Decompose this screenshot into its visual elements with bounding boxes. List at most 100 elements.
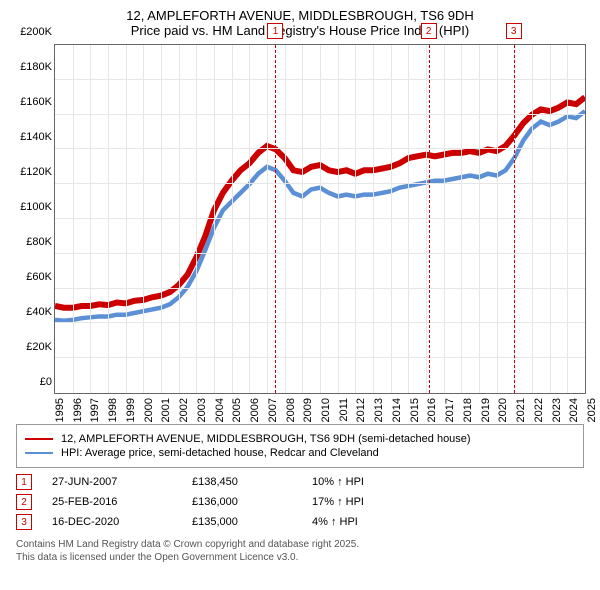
gridline-v: [567, 45, 568, 393]
gridline-v: [373, 45, 374, 393]
event-change: 17% ↑ HPI: [312, 496, 412, 508]
legend-swatch-property: [25, 438, 53, 440]
legend-label-hpi: HPI: Average price, semi-detached house,…: [61, 447, 379, 459]
y-tick-label: £0: [40, 376, 52, 388]
gridline-v: [232, 45, 233, 393]
x-tick-label: 2002: [178, 398, 190, 422]
title-block: 12, AMPLEFORTH AVENUE, MIDDLESBROUGH, TS…: [10, 8, 590, 38]
gridline-v: [444, 45, 445, 393]
x-tick-label: 2003: [196, 398, 208, 422]
legend-box: 12, AMPLEFORTH AVENUE, MIDDLESBROUGH, TS…: [16, 424, 584, 468]
gridline-v: [196, 45, 197, 393]
x-tick-label: 2001: [160, 398, 172, 422]
gridline-v: [355, 45, 356, 393]
event-price: £138,450: [192, 476, 312, 488]
x-tick-label: 2016: [426, 398, 438, 422]
plot-area: 123: [54, 44, 586, 394]
gridline-v: [267, 45, 268, 393]
y-tick-label: £200K: [20, 26, 52, 38]
event-price: £136,000: [192, 496, 312, 508]
gridline-v: [479, 45, 480, 393]
x-tick-label: 2021: [515, 398, 527, 422]
gridline-v: [550, 45, 551, 393]
x-tick-label: 2006: [249, 398, 261, 422]
x-tick-label: 2014: [391, 398, 403, 422]
x-tick-label: 1996: [72, 398, 84, 422]
x-tick-label: 1999: [125, 398, 137, 422]
x-tick-label: 2018: [462, 398, 474, 422]
x-axis: 1995199619971998199920002001200220032004…: [54, 396, 586, 416]
x-tick-label: 2010: [320, 398, 332, 422]
x-tick-label: 2022: [533, 398, 545, 422]
y-tick-label: £140K: [20, 131, 52, 143]
event-date: 16-DEC-2020: [52, 516, 192, 528]
gridline-v: [73, 45, 74, 393]
event-number-box: 1: [16, 474, 32, 490]
title-line-2: Price paid vs. HM Land Registry's House …: [10, 23, 590, 38]
x-tick-label: 1998: [107, 398, 119, 422]
gridline-v: [338, 45, 339, 393]
gridline-v: [179, 45, 180, 393]
gridline-v: [108, 45, 109, 393]
gridline-v: [532, 45, 533, 393]
legend-label-property: 12, AMPLEFORTH AVENUE, MIDDLESBROUGH, TS…: [61, 433, 471, 445]
event-line: [514, 45, 515, 393]
event-marker: 2: [421, 23, 437, 39]
gridline-v: [249, 45, 250, 393]
gridline-v: [408, 45, 409, 393]
event-row: 3 16-DEC-2020£135,0004% ↑ HPI: [16, 514, 584, 530]
y-tick-label: £180K: [20, 61, 52, 73]
event-price: £135,000: [192, 516, 312, 528]
gridline-v: [302, 45, 303, 393]
x-tick-label: 2019: [480, 398, 492, 422]
gridline-v: [126, 45, 127, 393]
y-tick-label: £60K: [26, 271, 52, 283]
event-row: 2 25-FEB-2016£136,00017% ↑ HPI: [16, 494, 584, 510]
chart-area: £0£20K£40K£60K£80K£100K£120K£140K£160K£1…: [10, 44, 590, 414]
gridline-v: [497, 45, 498, 393]
y-tick-label: £100K: [20, 201, 52, 213]
events-table: 1 27-JUN-2007£138,45010% ↑ HPI 2 25-FEB-201…: [16, 474, 584, 530]
x-tick-label: 2005: [231, 398, 243, 422]
footnote: Contains HM Land Registry data © Crown c…: [16, 538, 584, 564]
gridline-v: [90, 45, 91, 393]
x-tick-label: 2023: [551, 398, 563, 422]
gridline-v: [320, 45, 321, 393]
title-line-1: 12, AMPLEFORTH AVENUE, MIDDLESBROUGH, TS…: [10, 8, 590, 23]
event-date: 27-JUN-2007: [52, 476, 192, 488]
gridline-v: [461, 45, 462, 393]
event-line: [275, 45, 276, 393]
event-number-box: 2: [16, 494, 32, 510]
legend-row-hpi: HPI: Average price, semi-detached house,…: [25, 447, 575, 459]
event-marker: 1: [267, 23, 283, 39]
gridline-v: [426, 45, 427, 393]
y-tick-label: £40K: [26, 306, 52, 318]
x-tick-label: 2008: [285, 398, 297, 422]
footnote-line-1: Contains HM Land Registry data © Crown c…: [16, 538, 584, 551]
gridline-v: [391, 45, 392, 393]
chart-container: 12, AMPLEFORTH AVENUE, MIDDLESBROUGH, TS…: [0, 0, 600, 590]
x-tick-label: 2000: [143, 398, 155, 422]
gridline-v: [214, 45, 215, 393]
gridline-v: [285, 45, 286, 393]
event-change: 10% ↑ HPI: [312, 476, 412, 488]
event-number-box: 3: [16, 514, 32, 530]
x-tick-label: 2012: [355, 398, 367, 422]
x-tick-label: 2013: [373, 398, 385, 422]
legend-swatch-hpi: [25, 452, 53, 454]
event-row: 1 27-JUN-2007£138,45010% ↑ HPI: [16, 474, 584, 490]
event-change: 4% ↑ HPI: [312, 516, 412, 528]
x-tick-label: 2011: [338, 398, 350, 422]
y-tick-label: £160K: [20, 96, 52, 108]
footnote-line-2: This data is licensed under the Open Gov…: [16, 551, 584, 564]
x-tick-label: 2004: [214, 398, 226, 422]
event-date: 25-FEB-2016: [52, 496, 192, 508]
x-tick-label: 2007: [267, 398, 279, 422]
event-marker: 3: [506, 23, 522, 39]
y-tick-label: £20K: [26, 341, 52, 353]
x-tick-label: 2020: [497, 398, 509, 422]
gridline-v: [143, 45, 144, 393]
x-tick-label: 2009: [302, 398, 314, 422]
x-tick-label: 2025: [586, 398, 598, 422]
legend-row-property: 12, AMPLEFORTH AVENUE, MIDDLESBROUGH, TS…: [25, 433, 575, 445]
